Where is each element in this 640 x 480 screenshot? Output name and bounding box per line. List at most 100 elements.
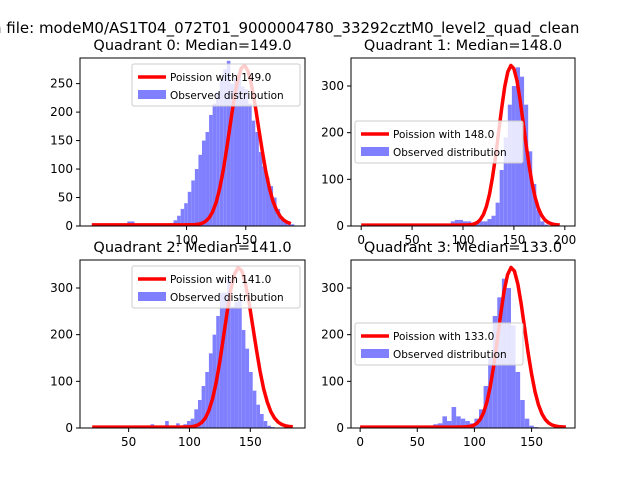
legend-label-fit: Poission with 133.0 [393,331,494,343]
hist-bar [458,219,463,226]
legend: Poission with 141.0 Observed distribution [131,265,301,309]
hist-bar [201,140,206,226]
hist-bar [290,224,295,226]
hist-bar [265,177,270,226]
hist-bar [238,297,242,428]
y-tick-label: 50 [58,191,73,205]
hist-bar [540,221,545,226]
y-tick-label: 200 [50,328,73,342]
hist-bar [258,151,263,226]
y-tick-label: 100 [321,374,344,388]
hist-bar [244,89,249,226]
hist-bar [454,219,459,226]
hist-bar [262,166,266,226]
hist-bar [256,404,260,428]
figure-suptitle: n file: modeM0/AS1T04_072T01_9000004780_… [0,19,579,38]
x-tick-label: 50 [410,435,425,449]
legend-box [354,120,524,164]
hist-bar [544,224,549,226]
poisson-fit-line [361,63,560,226]
hist-bar [260,414,264,428]
y-tick-label: 300 [321,281,344,295]
hist-bar [212,103,217,226]
x-tick-label: 150 [234,233,257,247]
y-tick-label: 100 [50,374,73,388]
legend-hist-swatch [138,90,166,99]
hist-bar [503,137,508,226]
x-tick-label: 150 [502,233,525,247]
hist-bar [465,421,470,428]
hist-bar [460,418,466,428]
x-tick-label: 0 [357,233,365,247]
plot-area [92,265,293,428]
x-tick-label: 50 [121,435,136,449]
hist-bar [197,400,202,428]
x-tick-label: 100 [452,233,475,247]
legend-hist-swatch [361,349,389,358]
panel-title: Quadrant 0: Median=149.0 [93,38,291,54]
poisson-fit-line [92,265,293,428]
hist-bar [233,77,238,226]
hist-bar [442,416,447,428]
hist-bar [492,316,498,428]
quadrant-2-panel: 50 100 150 0 100 200 300 Poission with 141.0 Obs… [50,240,306,449]
y-tick-label: 100 [321,172,344,186]
hist-bar [529,425,534,428]
hist-bar [230,83,234,226]
legend-label-hist: Observed distribution [393,147,507,159]
hist-bar [248,103,252,226]
poisson-fit-line [91,63,292,226]
hist-bar [194,169,199,226]
hist-bar [190,418,195,428]
y-tick-label: 100 [50,162,73,176]
hist-bar [276,208,281,226]
hist-bar [234,302,239,428]
quadrant-3-panel: 0 50 100 150 0 100 200 300 Poission with 133.0 Ob… [321,240,576,449]
hist-bar [524,418,530,428]
hist-bar [191,180,195,226]
hist-bar [165,421,169,428]
legend: Poission with 149.0 Observed distribution [131,63,301,107]
hist-bar [180,208,185,226]
panel-title: Quadrant 3: Median=133.0 [364,240,562,256]
hist-bar [187,421,191,428]
hist-bar [237,75,242,226]
x-tick-label: 0 [356,435,364,449]
hist-bar [456,416,461,428]
legend-box [354,322,524,366]
y-tick-label: 200 [321,328,344,342]
panel-title: Quadrant 2: Median=141.0 [93,240,291,256]
legend-hist-swatch [361,147,389,156]
y-tick-label: 200 [321,126,344,140]
quadrant-1-panel: 0 50 100 150 200 0 100 200 300 Poission with 148.… [321,38,576,247]
legend-box [131,63,301,107]
hist-bar [249,372,253,428]
legend-label-hist: Observed distribution [393,349,507,361]
hist-bar [532,184,537,226]
hist-bar [187,191,192,226]
y-tick-label: 0 [65,219,73,233]
legend-hist-swatch [138,292,166,301]
quadrant-0-panel: 100 150 0 50 100 150 200 250 Poission with 149.0… [50,38,306,247]
hist-bar [479,221,484,226]
hist-bar [198,154,202,226]
hist-bar [219,80,224,226]
y-tick-label: 0 [336,421,344,435]
y-tick-label: 150 [50,134,73,148]
x-tick-label: 100 [463,435,486,449]
y-tick-label: 300 [50,281,73,295]
hist-bar [499,170,504,226]
hist-bar [177,215,181,226]
hist-bar [205,372,209,428]
hist-bar [511,325,516,428]
hist-bar [280,217,284,226]
hist-bar [209,114,213,226]
legend-label-fit: Poission with 149.0 [170,72,271,84]
hist-bar [524,104,529,226]
hist-bar [263,421,268,428]
hist-bar [212,334,217,428]
legend-label-hist: Observed distribution [170,90,284,102]
hist-bar [267,425,271,428]
hist-bar [520,400,525,428]
